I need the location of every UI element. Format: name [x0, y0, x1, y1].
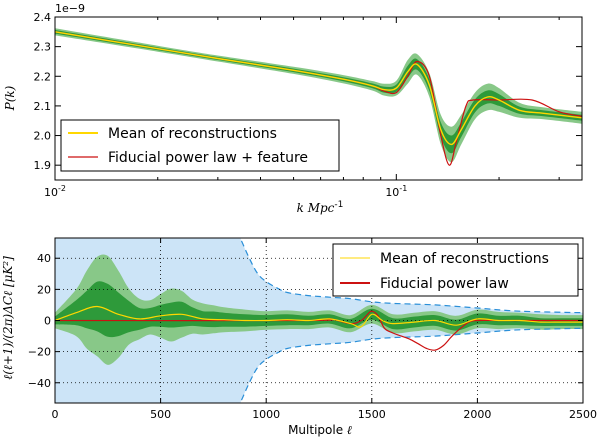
top-ytick-label: 2.0 [34, 130, 52, 143]
bottom-ytick-label: 20 [37, 283, 51, 296]
top-series-mean [55, 31, 582, 146]
top-ytick-label: 2.1 [34, 100, 52, 113]
bottom-xtick-label: 0 [52, 408, 59, 421]
top-xtick-label: 10-2 [44, 184, 66, 199]
top-xlabel-sup: -1 [334, 200, 343, 210]
top-legend-label-fiducial: Fiducial power law + feature [108, 150, 308, 166]
bottom-xtick-label: 1500 [358, 408, 386, 421]
bottom-xtick-label: 2500 [569, 408, 597, 421]
bottom-legend-label-mean: Mean of reconstructions [380, 251, 549, 267]
bottom-band-1 [55, 281, 583, 338]
top-xlabel: k Mpc-1 [297, 200, 344, 215]
top-offset-label: 1e−9 [55, 2, 85, 15]
top-band-0 [55, 28, 582, 163]
top-ytick-label: 2.3 [34, 41, 52, 54]
bottom-ytick-label: −40 [28, 377, 51, 390]
top-chart: 1.9 2.0 2.1 2.2 2.3 2.4 10-2 10-1 1e−9 P(k) k M… [3, 2, 583, 215]
bottom-ytick-label: 0 [44, 315, 51, 328]
bottom-series-mean [55, 305, 583, 328]
bottom-plot-area [55, 238, 583, 403]
bottom-xlabel-ell: ℓ [347, 423, 352, 437]
top-ytick-label: 2.2 [34, 70, 52, 83]
bottom-legend: Mean of reconstructions Fiducial power l… [332, 243, 579, 297]
bottom-legend-box [332, 243, 579, 297]
bottom-xlabel-main: Multipole [288, 423, 347, 437]
top-ytick-label: 2.4 [34, 11, 52, 24]
bottom-legend-label-fiducial: Fiducial power law [380, 276, 509, 292]
top-legend: Mean of reconstructions Fiducial power l… [60, 119, 340, 172]
top-ylabel: P(k) [3, 85, 17, 111]
bottom-ticks: 0 500 1000 1500 2000 2500 −40 −20 0 20 40 [28, 238, 597, 421]
bottom-ylabel: ℓ(ℓ+1)/(2π)ΔCℓ [μK²] [1, 256, 15, 380]
bottom-xtick-label: 500 [150, 408, 171, 421]
bottom-xtick-label: 1000 [252, 408, 280, 421]
bottom-xtick-label: 2000 [463, 408, 491, 421]
bottom-xlabel: Multipole ℓ [288, 423, 352, 437]
top-ytick-label: 1.9 [34, 159, 52, 172]
top-xtick-label: 10-1 [385, 184, 407, 199]
bottom-ytick-label: −20 [28, 346, 51, 359]
top-ticks: 1.9 2.0 2.1 2.2 2.3 2.4 10-2 10-1 [34, 11, 582, 199]
top-axes-frame [54, 16, 583, 181]
top-plot-area [55, 28, 582, 166]
bottom-chart: 0 500 1000 1500 2000 2500 −40 −20 0 20 40 ℓ(ℓ+1)/(… [1, 237, 597, 437]
top-legend-label-mean: Mean of reconstructions [108, 126, 277, 142]
top-legend-box [60, 119, 340, 172]
top-xlabel-main: k Mpc [297, 201, 335, 215]
bottom-ytick-label: 40 [37, 252, 51, 265]
